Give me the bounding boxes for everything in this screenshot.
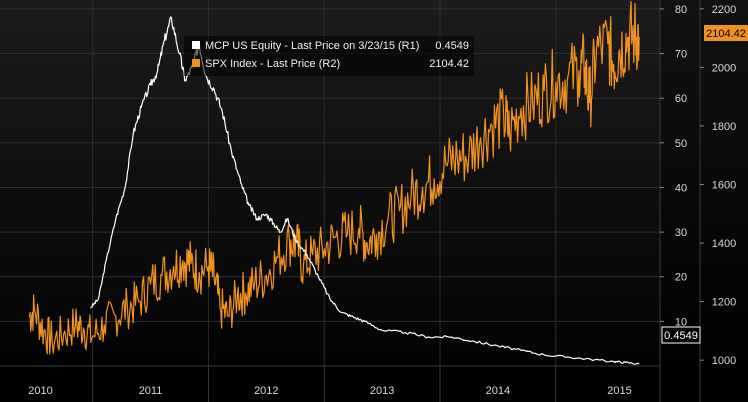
grid xyxy=(0,0,660,366)
last-price-labels: 2104.42 0.4549 xyxy=(661,25,748,344)
spx-last-price-label: 2104.42 xyxy=(706,28,746,40)
y-r2-tick-label: 1800 xyxy=(712,121,736,133)
y-r2-tick-label: 1400 xyxy=(712,238,736,250)
legend-value-mcp: 0.4549 xyxy=(435,40,469,52)
x-tick-label: 2014 xyxy=(486,385,510,397)
y-r1-tick-label: 30 xyxy=(675,227,687,239)
legend-label-mcp: MCP US Equity - Last Price on 3/23/15 (R… xyxy=(205,40,419,52)
y-r1-tick-label: 80 xyxy=(675,4,687,16)
x-axis-band xyxy=(0,366,748,402)
y-r1-tick-label: 10 xyxy=(675,316,687,328)
series-line-mcp xyxy=(90,16,640,365)
y-r1-tick-label: 40 xyxy=(675,182,687,194)
legend-swatch-mcp xyxy=(192,41,200,49)
legend-value-spx: 2104.42 xyxy=(429,58,469,70)
y-r2-tick-label: 2200 xyxy=(712,4,736,16)
mcp-last-price-tag xyxy=(661,326,701,344)
x-tick-label: 2013 xyxy=(370,385,394,397)
y-r1-tick-label: 50 xyxy=(675,138,687,150)
legend-label-spx: SPX Index - Last Price (R2) xyxy=(205,58,340,70)
x-tick-label: 2015 xyxy=(607,385,631,397)
spx-last-price-tag xyxy=(704,25,748,41)
mcp-last-price-label: 0.4549 xyxy=(664,330,698,342)
y-r1-tick-label: 70 xyxy=(675,49,687,61)
legend-swatch-spx xyxy=(192,59,200,67)
y-r1-tick-label: 20 xyxy=(675,272,687,284)
series-line-spx xyxy=(28,1,640,355)
legend-box xyxy=(184,36,474,76)
y-r2-tick-label: 2000 xyxy=(712,62,736,74)
x-tick-label: 2010 xyxy=(28,385,52,397)
y-r2-tick-label: 1600 xyxy=(712,179,736,191)
legend: MCP US Equity - Last Price on 3/23/15 (R… xyxy=(184,36,474,76)
y-r2-tick-label: 1000 xyxy=(712,355,736,367)
series-layer xyxy=(28,1,640,365)
y-r2-tick-label: 1200 xyxy=(712,297,736,309)
y-r1-tick-label: 60 xyxy=(675,93,687,105)
y-axis-band xyxy=(660,0,748,366)
x-tick-label: 2012 xyxy=(254,385,278,397)
x-tick-label: 2011 xyxy=(139,385,163,397)
